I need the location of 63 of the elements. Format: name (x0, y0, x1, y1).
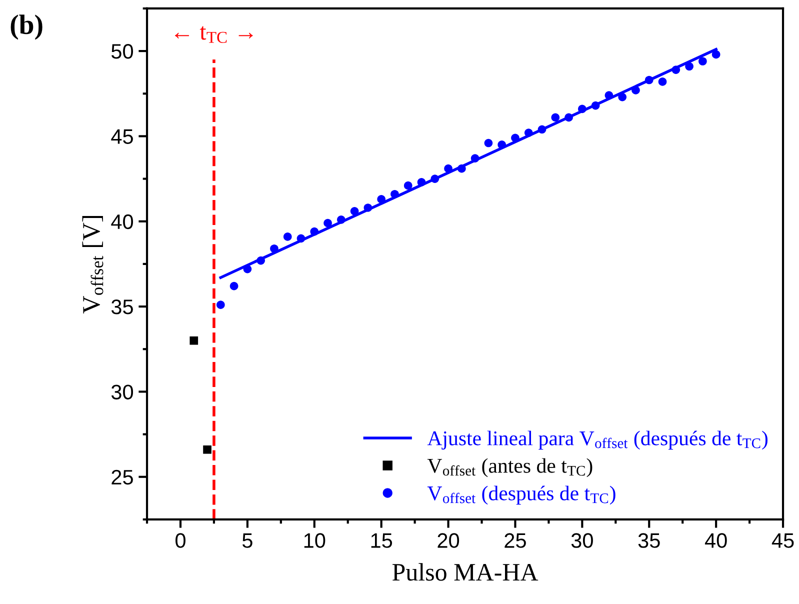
legend-label: Ajuste lineal para V$_{offset}$ (después de t$_{TC}$) (427, 430, 768, 450)
point (283, 232, 292, 241)
point (551, 113, 560, 122)
point (524, 128, 533, 137)
point (404, 181, 412, 190)
point (470, 154, 480, 163)
point (644, 76, 654, 84)
y-tick-label: 45 (111, 129, 133, 144)
point (243, 264, 252, 274)
point (364, 204, 372, 212)
point (190, 336, 198, 345)
x-tick-label: 40 (704, 533, 727, 548)
point (578, 104, 586, 114)
x-axis-title: Pulso MA-HA (392, 563, 538, 581)
text: (b) (10, 14, 42, 40)
x-tick-label: 15 (371, 533, 392, 548)
y-tick-label: 30 (111, 384, 134, 400)
y-tick-label: 25 (112, 470, 133, 485)
point (484, 138, 493, 148)
legend-label: V$_{offset}$ (antes de t$_{TC}$) (427, 458, 592, 478)
point (310, 227, 319, 236)
point (377, 195, 386, 204)
point (230, 282, 238, 290)
point (324, 218, 332, 228)
y-tick-label: 40 (111, 214, 134, 230)
point (685, 62, 694, 71)
x-tick-label: 10 (304, 533, 326, 548)
x-tick-label: 0 (176, 533, 186, 548)
point (698, 57, 707, 66)
point (270, 244, 278, 253)
y-tick-label: 35 (111, 300, 133, 314)
x-tick-label: 20 (438, 533, 460, 548)
point (390, 190, 399, 198)
point (350, 206, 359, 216)
x-tick-label: 35 (638, 533, 660, 548)
point (511, 134, 520, 142)
point (296, 234, 306, 243)
point (417, 178, 426, 186)
point (498, 140, 506, 149)
x-tick-label: 5 (242, 533, 252, 548)
point (458, 164, 466, 173)
ref-line-label: ← t$_{TC}$ → (174, 26, 253, 43)
x-tick-label: 30 (571, 533, 593, 548)
point (430, 174, 440, 183)
point (618, 92, 627, 102)
point (591, 101, 600, 110)
point (203, 445, 212, 454)
point (604, 91, 614, 100)
x-tick-label: 25 (504, 533, 526, 548)
point (672, 66, 680, 74)
point (337, 215, 346, 224)
point (444, 164, 452, 173)
legend-label: V$_{offset}$ (después de t$_{TC}$) (427, 486, 616, 505)
point (564, 113, 573, 122)
x-tick-label: 45 (772, 533, 794, 548)
point (538, 125, 546, 134)
point (256, 256, 265, 265)
point (658, 78, 667, 86)
point (632, 86, 640, 94)
y-tick-label: 50 (111, 44, 134, 59)
point (216, 300, 225, 309)
y-axis-title: V$_{offset}$ [V] (82, 216, 104, 314)
point (712, 50, 720, 59)
